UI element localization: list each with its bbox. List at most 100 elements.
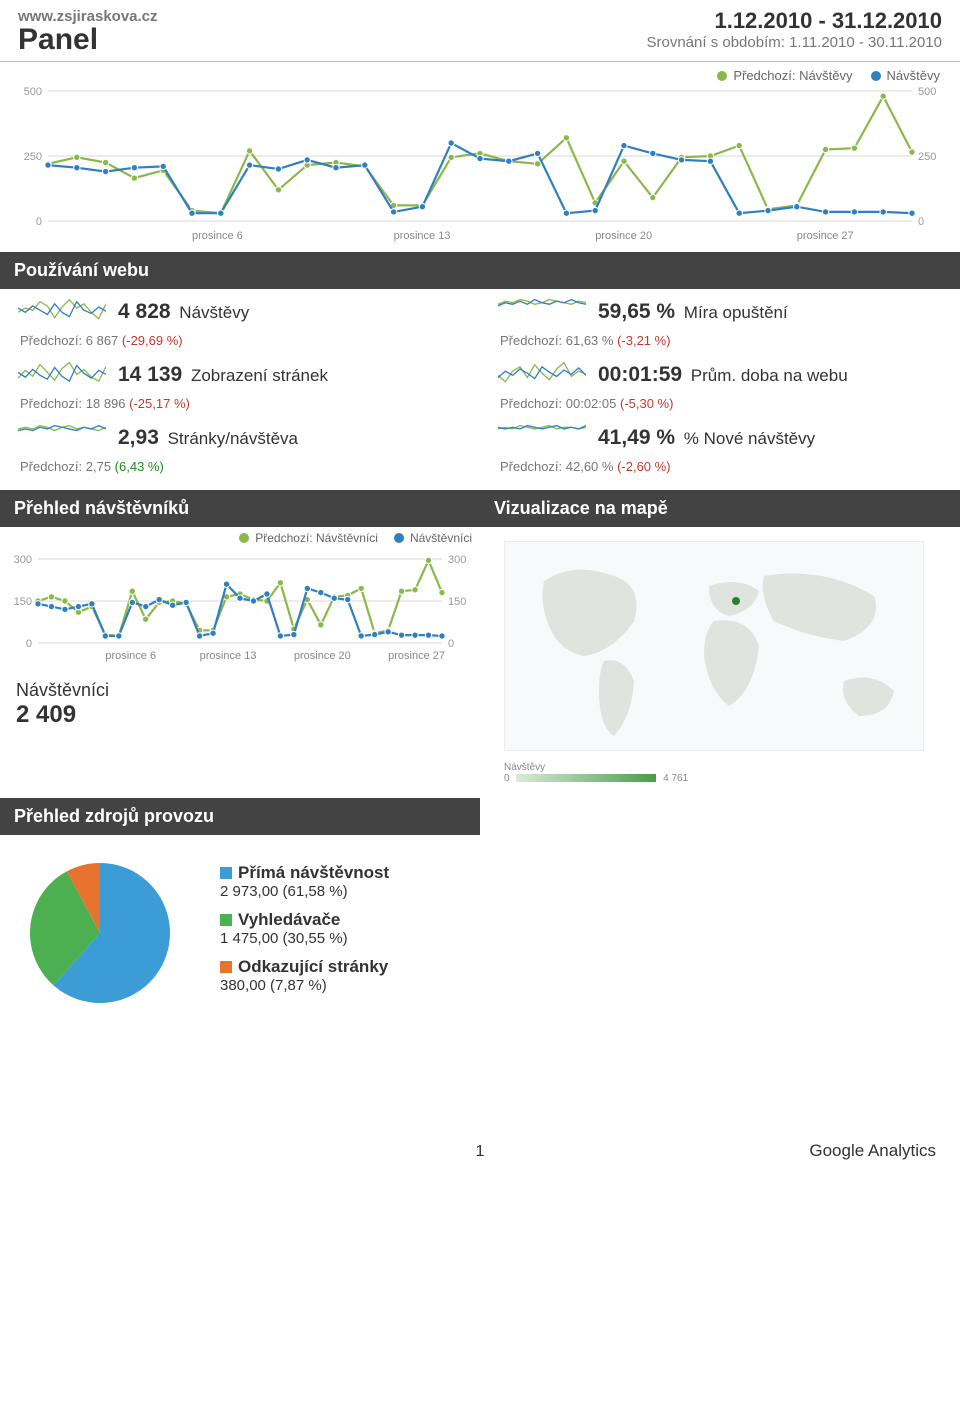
metric-previous: Předchozí: 2,75 (6,43 %) bbox=[18, 459, 462, 474]
metric-3: 00:01:59 Prům. doba na webu Předchozí: 00… bbox=[480, 360, 960, 423]
metric-value: 00:01:59 bbox=[598, 363, 682, 386]
traffic-item-2: Odkazující stránky380,00 (7,87 %) bbox=[220, 957, 389, 994]
svg-text:0: 0 bbox=[448, 638, 454, 650]
metrics-grid: 4 828 NávštěvyPředchozí: 6 867 (-29,69 %… bbox=[0, 289, 960, 490]
metric-label: Prům. doba na webu bbox=[686, 366, 848, 385]
metric-0: 4 828 NávštěvyPředchozí: 6 867 (-29,69 %… bbox=[0, 297, 480, 360]
metric-5: 41,49 % % Nové návštěvy Předchozí: 42,60 … bbox=[480, 423, 960, 486]
traffic-value: 380,00 (7,87 %) bbox=[220, 977, 389, 994]
svg-text:250: 250 bbox=[918, 151, 936, 163]
traffic-value: 1 475,00 (30,55 %) bbox=[220, 930, 389, 947]
traffic-name: Přímá návštěvnost bbox=[238, 863, 389, 882]
mini-chart-svg: 300 300 150 150 0 0 prosince 6 prosince 13 prosi… bbox=[12, 553, 468, 663]
svg-text:prosince 13: prosince 13 bbox=[200, 650, 257, 662]
date-range: 1.12.2010 - 31.12.2010 bbox=[647, 8, 943, 34]
svg-text:prosince 13: prosince 13 bbox=[394, 230, 451, 242]
traffic-list: Přímá návštěvnost2 973,00 (61,58 %) Vyhle… bbox=[220, 863, 389, 1004]
header: www.zsjiraskova.cz Panel 1.12.2010 - 31.… bbox=[0, 0, 960, 62]
col-visitors: Přehled návštěvníků Předchozí: Návštěvní… bbox=[0, 490, 480, 798]
main-chart-legend: Předchozí: Návštěvy Návštěvy bbox=[0, 62, 960, 83]
col-map: Vizualizace na mapě Návštěvy 0 4 761 bbox=[480, 490, 960, 798]
map-legend-label: Návštěvy bbox=[504, 762, 545, 773]
page-number: 1 bbox=[24, 1143, 936, 1161]
metric-value: 2,93 bbox=[118, 426, 159, 449]
map-legend-max: 4 761 bbox=[663, 773, 688, 784]
metric-label: Návštěvy bbox=[175, 303, 250, 322]
mini-legend-prev: Předchozí: Návštěvníci bbox=[239, 531, 378, 545]
metric-4: 2,93 Stránky/návštěva Předchozí: 2,75 (6,… bbox=[0, 423, 480, 486]
metric-value: 14 139 bbox=[118, 363, 182, 386]
header-left: www.zsjiraskova.cz Panel bbox=[18, 8, 158, 57]
dot-icon bbox=[239, 533, 249, 543]
svg-text:prosince 6: prosince 6 bbox=[105, 650, 156, 662]
map-viz: Návštěvy 0 4 761 bbox=[480, 527, 960, 798]
page-title: Panel bbox=[18, 23, 158, 57]
svg-text:0: 0 bbox=[26, 638, 32, 650]
map-legend-min: 0 bbox=[504, 773, 510, 784]
metric-label: Stránky/návštěva bbox=[163, 429, 298, 448]
dot-icon bbox=[717, 71, 727, 81]
legend-previous: Předchozí: Návštěvy bbox=[717, 68, 852, 83]
metric-previous: Předchozí: 42,60 % (-2,60 %) bbox=[498, 459, 942, 474]
visitors-total: Návštěvníci 2 409 bbox=[0, 678, 480, 743]
svg-text:0: 0 bbox=[918, 216, 924, 228]
svg-text:250: 250 bbox=[24, 151, 42, 163]
color-swatch-icon bbox=[220, 914, 232, 926]
metric-label: Zobrazení stránek bbox=[186, 366, 328, 385]
svg-text:150: 150 bbox=[14, 596, 32, 608]
svg-text:500: 500 bbox=[918, 86, 936, 98]
color-swatch-icon bbox=[220, 961, 232, 973]
svg-text:prosince 27: prosince 27 bbox=[797, 230, 854, 242]
metric-value: 59,65 % bbox=[598, 300, 675, 323]
metric-2: 14 139 Zobrazení stránek Předchozí: 18 89… bbox=[0, 360, 480, 423]
traffic-overview: Přímá návštěvnost2 973,00 (61,58 %) Vyhle… bbox=[0, 835, 960, 1043]
mini-chart: 300 300 150 150 0 0 prosince 6 prosince 13 prosi… bbox=[0, 547, 480, 678]
section-map: Vizualizace na mapě bbox=[480, 490, 960, 527]
svg-text:prosince 20: prosince 20 bbox=[595, 230, 652, 242]
dot-icon bbox=[394, 533, 404, 543]
mini-legend-cur-label: Návštěvníci bbox=[410, 531, 472, 545]
world-map-svg bbox=[504, 541, 924, 751]
section-visitors: Přehled návštěvníků bbox=[0, 490, 480, 527]
mini-chart-legend: Předchozí: Návštěvníci Návštěvníci bbox=[0, 527, 480, 547]
comparison-label: Srovnání s obdobím: 1.11.2010 - 30.11.20… bbox=[647, 34, 943, 51]
svg-text:300: 300 bbox=[448, 554, 466, 566]
dot-icon bbox=[871, 71, 881, 81]
metric-label: % Nové návštěvy bbox=[679, 429, 815, 448]
svg-text:150: 150 bbox=[448, 596, 466, 608]
metric-previous: Předchozí: 00:02:05 (-5,30 %) bbox=[498, 396, 942, 411]
section-traffic: Přehled zdrojů provozu bbox=[0, 798, 480, 835]
mini-legend-cur: Návštěvníci bbox=[394, 531, 472, 545]
two-column-row: Přehled návštěvníků Předchozí: Návštěvní… bbox=[0, 490, 960, 798]
traffic-name: Vyhledávače bbox=[238, 910, 340, 929]
legend-prev-label: Předchozí: Návštěvy bbox=[733, 68, 852, 83]
legend-current: Návštěvy bbox=[871, 68, 940, 83]
traffic-item-0: Přímá návštěvnost2 973,00 (61,58 %) bbox=[220, 863, 389, 900]
metric-value: 41,49 % bbox=[598, 426, 675, 449]
main-chart-svg: 500 500 250 250 0 0 prosince 6 prosince 13 prosi… bbox=[18, 83, 942, 243]
pie-chart-svg bbox=[20, 853, 180, 1013]
color-swatch-icon bbox=[220, 867, 232, 879]
metric-1: 59,65 % Míra opuštění Předchozí: 61,63 % … bbox=[480, 297, 960, 360]
traffic-item-1: Vyhledávače1 475,00 (30,55 %) bbox=[220, 910, 389, 947]
footer: 1 Google Analytics bbox=[0, 1043, 960, 1181]
visitors-total-value: 2 409 bbox=[16, 701, 464, 729]
traffic-value: 2 973,00 (61,58 %) bbox=[220, 883, 389, 900]
map-legend: Návštěvy 0 4 761 bbox=[504, 762, 936, 784]
svg-text:300: 300 bbox=[14, 554, 32, 566]
metric-previous: Předchozí: 6 867 (-29,69 %) bbox=[18, 333, 462, 348]
svg-text:0: 0 bbox=[36, 216, 42, 228]
brand-label: Google Analytics bbox=[809, 1141, 936, 1161]
visitors-total-label: Návštěvníci bbox=[16, 680, 464, 701]
metric-previous: Předchozí: 18 896 (-25,17 %) bbox=[18, 396, 462, 411]
svg-text:500: 500 bbox=[24, 86, 42, 98]
mini-legend-prev-label: Předchozí: Návštěvníci bbox=[255, 531, 378, 545]
metric-previous: Předchozí: 61,63 % (-3,21 %) bbox=[498, 333, 942, 348]
svg-text:prosince 27: prosince 27 bbox=[388, 650, 445, 662]
legend-cur-label: Návštěvy bbox=[887, 68, 940, 83]
metric-label: Míra opuštění bbox=[679, 303, 788, 322]
header-right: 1.12.2010 - 31.12.2010 Srovnání s období… bbox=[647, 8, 943, 51]
svg-text:prosince 6: prosince 6 bbox=[192, 230, 243, 242]
svg-text:prosince 20: prosince 20 bbox=[294, 650, 351, 662]
traffic-name: Odkazující stránky bbox=[238, 957, 388, 976]
